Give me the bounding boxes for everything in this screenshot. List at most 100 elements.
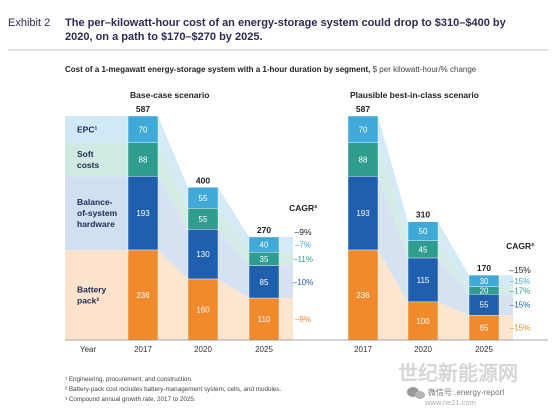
chart-subtitle: Cost of a 1-megawatt energy-storage syst…: [65, 65, 477, 74]
footnote-1: ¹ Engineering, procurement, and construc…: [65, 376, 193, 383]
bar-best-2020-bos: [407, 257, 439, 303]
connector-best-epc-0: [378, 116, 408, 241]
connector-bands: [158, 116, 513, 340]
bar-base-2017-soft: [127, 142, 159, 177]
connector-base-soft-0: [158, 142, 188, 230]
connector-best-epc-tail: [499, 275, 513, 287]
bar-best-2025-battery: [468, 314, 500, 341]
cagr-best-battery: –15%: [510, 324, 530, 333]
value-label-base-2025-soft: 35: [260, 255, 269, 264]
bar-base-2025-bos: [248, 265, 280, 299]
connector-best-bos-1: [438, 257, 469, 316]
connector-base-battery-tail: [279, 298, 293, 340]
panel-title-base-case: Base-case scenario: [130, 90, 209, 100]
chart-subtitle-main: Cost of a 1-megawatt energy-storage syst…: [65, 65, 370, 74]
connector-best-soft-0: [378, 142, 408, 258]
connector-best-bos-tail: [499, 294, 513, 316]
watermark-chinese: 世纪新能源网: [398, 361, 518, 385]
x-tick-base-2017: 2017: [134, 345, 152, 354]
exhibit-label: Exhibit 2: [8, 17, 50, 29]
cagr-base-battery: –9%: [295, 315, 311, 324]
bar-base-2020-epc: [187, 187, 219, 209]
x-tick-base-2020: 2020: [194, 345, 212, 354]
segment-label-band-soft: [65, 142, 128, 177]
bar-best-2017-epc: [347, 115, 379, 143]
value-label-base-2017-bos: 193: [136, 209, 150, 218]
connector-base-epc-1: [218, 187, 249, 253]
connector-best-soft-tail: [499, 286, 513, 295]
total-label-best-2025: 170: [477, 263, 491, 273]
x-tick-best-2025: 2025: [475, 345, 493, 354]
value-label-best-2025-epc: 30: [480, 277, 489, 286]
x-axis-label: Year: [80, 345, 97, 354]
segment-label-band-epc: [65, 116, 128, 143]
value-label-base-2017-battery: 236: [136, 291, 150, 300]
connector-best-battery-tail: [499, 315, 513, 340]
cagr-best-epc: –15%: [510, 277, 530, 286]
value-label-best-2020-soft: 45: [419, 245, 428, 254]
bar-base-2017-epc: [127, 115, 159, 143]
value-label-base-2025-bos: 85: [260, 278, 269, 287]
segment-label-epc: EPC¹: [77, 124, 97, 134]
connector-best-epc-1: [438, 221, 469, 287]
bar-base-2017-bos: [127, 176, 159, 251]
cagr-base-soft: –11%: [293, 255, 313, 264]
connector-best-battery-1: [438, 301, 469, 340]
value-label-base-2025-battery: 110: [258, 315, 271, 324]
value-label-best-2025-soft: 20: [480, 286, 489, 295]
footnote-3: ³ Compound annual growth rate, 2017 to 2…: [65, 396, 196, 403]
text-layer: EPC¹ Soft costs Balance-of-system hardware Ba…: [77, 104, 534, 354]
value-label-best-2020-bos: 115: [417, 276, 430, 285]
cagr-header-best: CAGR³: [506, 241, 534, 251]
value-label-base-2020-bos: 130: [196, 250, 210, 259]
connector-base-bos-0: [158, 176, 188, 279]
value-label-base-2020-battery: 160: [196, 305, 210, 314]
cagr-best-bos: –15%: [510, 301, 530, 310]
bar-layer: [127, 115, 500, 341]
total-label-base-2020: 400: [196, 175, 210, 185]
connector-base-soft-tail: [279, 252, 293, 266]
connector-base-bos-1: [218, 229, 249, 299]
total-label-best-2017: 587: [356, 104, 370, 114]
segment-label-bos: Balance-of-system hardware: [77, 197, 118, 229]
bar-base-2020-battery: [187, 278, 219, 341]
x-tick-best-2020: 2020: [414, 345, 432, 354]
connector-base-battery-0: [158, 249, 188, 340]
cagr-base-bos: –10%: [293, 278, 313, 287]
bar-best-2020-epc: [407, 221, 439, 241]
panel-title-best-in-class: Plausible best-in-class scenario: [350, 90, 479, 100]
segment-label-soft: Soft costs: [77, 149, 99, 170]
value-label-base-2020-epc: 55: [199, 194, 208, 203]
cagr-best-soft: –17%: [510, 286, 530, 295]
connector-base-epc-0: [158, 116, 188, 209]
total-label-base-2017: 587: [136, 104, 150, 114]
wechat-icon: [407, 387, 425, 399]
bar-best-2017-battery: [347, 249, 379, 341]
chart-subtitle-unit: $ per kilowatt-hour/% change: [370, 65, 476, 74]
exhibit-title-line-2: 2020, on a path to $170–$270 by 2025.: [65, 31, 263, 43]
segment-label-band-bos: [65, 176, 128, 250]
total-label-base-2025: 270: [257, 225, 271, 235]
bar-best-2020-battery: [407, 301, 439, 341]
value-label-base-2025-epc: 40: [260, 241, 269, 250]
connector-best-soft-1: [438, 240, 469, 295]
connector-best-bos-0: [378, 176, 408, 302]
value-label-best-2025-bos: 55: [480, 301, 489, 310]
x-tick-base-2025: 2025: [255, 345, 273, 354]
cagr-header-base: CAGR³: [289, 203, 317, 213]
value-label-best-2017-battery: 236: [356, 291, 370, 300]
value-label-base-2017-epc: 70: [139, 125, 148, 134]
value-label-best-2017-bos: 193: [356, 209, 370, 218]
segment-label-battery: Battery pack²: [77, 284, 107, 305]
bar-best-2017-soft: [347, 142, 379, 177]
connector-base-battery-1: [218, 278, 249, 340]
connector-base-epc-tail: [279, 236, 293, 253]
connector-base-bos-tail: [279, 265, 293, 299]
cagr-base-epc: –7%: [295, 241, 311, 250]
bar-base-2025-epc: [248, 236, 280, 253]
bar-best-2017-bos: [347, 176, 379, 251]
footnote-2: ² Battery-pack cost includes battery-man…: [65, 386, 282, 393]
value-label-best-2025-battery: 65: [480, 324, 489, 333]
value-label-best-2017-soft: 88: [359, 156, 368, 165]
